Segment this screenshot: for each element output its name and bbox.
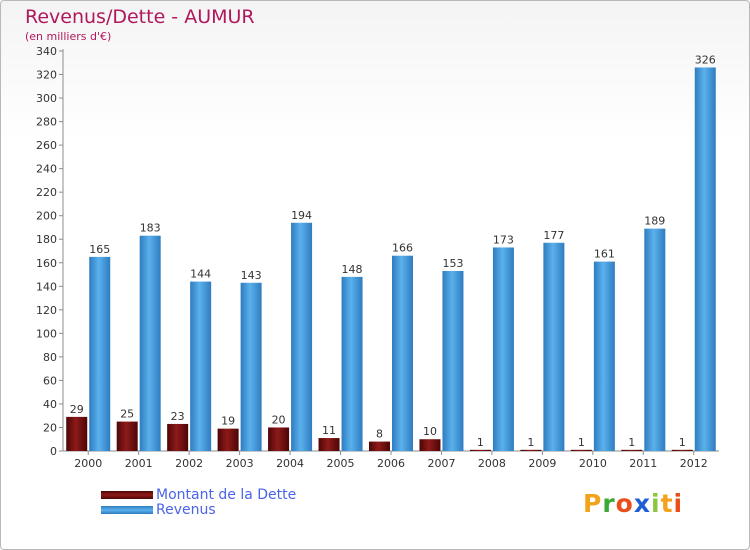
logo-letter: o	[615, 489, 634, 518]
bar-dette	[217, 428, 239, 451]
data-label-dette: 20	[272, 413, 286, 426]
logo-letter: i	[651, 489, 661, 518]
data-label-revenus: 143	[241, 269, 262, 282]
y-tick-label: 320	[36, 69, 57, 82]
y-tick-label: 180	[36, 233, 57, 246]
bar-revenus	[341, 276, 363, 451]
data-label-revenus: 153	[442, 257, 463, 270]
x-tick-label: 2007	[427, 457, 455, 470]
bar-dette	[570, 449, 592, 451]
data-label-revenus: 194	[291, 209, 312, 222]
bar-chart: 0204060801001201401601802002202402602803…	[36, 45, 719, 470]
data-label-revenus: 177	[543, 229, 564, 242]
bar-revenus	[543, 242, 565, 451]
logo-letter: r	[602, 489, 616, 518]
y-tick-label: 240	[36, 163, 57, 176]
bar-revenus	[694, 67, 716, 452]
legend-swatch-dette	[101, 491, 153, 499]
logo-letter: i	[673, 489, 684, 518]
data-label-dette: 29	[70, 403, 84, 416]
data-label-dette: 11	[322, 424, 336, 437]
data-label-dette: 10	[423, 425, 437, 438]
bar-dette	[167, 423, 189, 451]
bar-revenus	[644, 228, 666, 451]
bar-dette	[116, 421, 138, 451]
legend-swatch-revenus	[101, 506, 153, 514]
bar-revenus	[291, 222, 313, 451]
data-label-dette: 1	[477, 436, 484, 449]
data-label-revenus: 166	[392, 242, 413, 255]
x-tick-label: 2010	[579, 457, 607, 470]
logo-letter: x	[633, 489, 651, 518]
bar-revenus	[492, 247, 514, 451]
y-tick-label: 160	[36, 257, 57, 270]
x-tick-label: 2001	[125, 457, 153, 470]
x-tick-label: 2006	[377, 457, 405, 470]
chart-title: Revenus/Dette - AUMUR	[25, 6, 255, 28]
bar-dette	[671, 449, 693, 451]
x-tick-label: 2002	[175, 457, 203, 470]
data-label-revenus: 144	[190, 268, 211, 281]
data-label-dette: 1	[527, 436, 534, 449]
y-tick-label: 80	[43, 351, 57, 364]
proxiti-logo: Proxiti	[583, 489, 683, 518]
bar-revenus	[139, 235, 161, 451]
y-tick-label: 40	[43, 398, 57, 411]
logo-letter: P	[583, 489, 603, 518]
logo-letter: t	[660, 489, 674, 518]
data-label-revenus: 183	[140, 222, 161, 235]
y-tick-label: 0	[50, 445, 57, 458]
y-tick-label: 20	[43, 421, 57, 434]
data-label-dette: 19	[221, 415, 235, 428]
bar-revenus	[593, 261, 615, 451]
bar-dette	[469, 449, 491, 451]
bar-revenus	[392, 255, 413, 451]
y-tick-label: 260	[36, 139, 57, 152]
y-tick-label: 100	[36, 327, 57, 340]
data-label-revenus: 148	[342, 263, 363, 276]
bar-revenus	[89, 256, 111, 451]
data-label-dette: 8	[376, 428, 383, 441]
bar-dette	[520, 449, 542, 451]
y-tick-label: 280	[36, 116, 57, 129]
data-label-revenus: 189	[644, 215, 665, 228]
y-tick-label: 300	[36, 92, 57, 105]
bar-dette	[621, 449, 643, 451]
x-tick-label: 2004	[276, 457, 304, 470]
x-tick-label: 2003	[226, 457, 254, 470]
bar-dette	[268, 427, 290, 451]
legend-label-dette: Montant de la Dette	[156, 487, 297, 503]
x-tick-label: 2000	[74, 457, 102, 470]
bar-dette	[318, 438, 340, 451]
y-tick-label: 60	[43, 374, 57, 387]
data-label-dette: 23	[171, 410, 185, 423]
x-tick-label: 2011	[629, 457, 657, 470]
data-label-dette: 1	[578, 436, 585, 449]
data-label-dette: 1	[628, 436, 635, 449]
x-tick-label: 2009	[528, 457, 556, 470]
x-tick-label: 2012	[680, 457, 708, 470]
data-label-revenus: 326	[695, 53, 716, 66]
bar-dette	[66, 416, 88, 451]
data-label-revenus: 165	[89, 243, 110, 256]
bar-revenus	[442, 271, 464, 451]
x-tick-label: 2008	[478, 457, 506, 470]
y-tick-label: 340	[36, 45, 57, 58]
bar-revenus	[190, 281, 212, 451]
y-tick-label: 200	[36, 210, 57, 223]
y-tick-label: 120	[36, 304, 57, 317]
data-label-dette: 1	[679, 436, 686, 449]
data-label-dette: 25	[120, 408, 134, 421]
data-label-revenus: 173	[493, 233, 514, 246]
x-tick-label: 2005	[327, 457, 355, 470]
bar-dette	[419, 439, 441, 451]
y-tick-label: 140	[36, 280, 57, 293]
chart-subtitle: (en milliers d'€)	[25, 30, 112, 43]
bar-revenus	[240, 282, 262, 451]
data-label-revenus: 161	[594, 248, 615, 261]
y-tick-label: 220	[36, 186, 57, 199]
legend-label-revenus: Revenus	[156, 502, 216, 518]
bar-dette	[369, 441, 390, 451]
